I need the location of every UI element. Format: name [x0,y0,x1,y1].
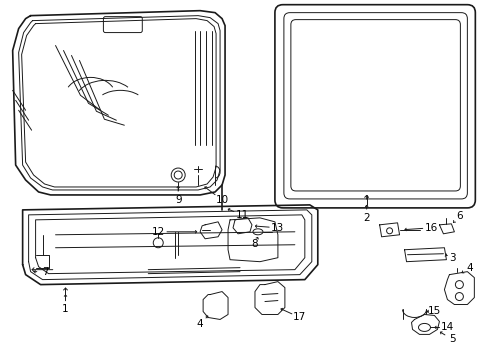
Text: 15: 15 [427,306,440,316]
Text: 13: 13 [271,223,284,233]
FancyBboxPatch shape [103,17,142,32]
Text: 10: 10 [215,195,228,205]
Text: 4: 4 [465,263,472,273]
Text: 6: 6 [455,211,462,221]
Text: 17: 17 [293,312,306,323]
FancyBboxPatch shape [274,5,474,208]
Circle shape [171,168,185,182]
Text: 8: 8 [251,239,258,249]
Text: 5: 5 [448,334,455,345]
Text: 3: 3 [448,253,455,263]
Text: 16: 16 [424,223,437,233]
Text: 4: 4 [196,319,203,329]
Circle shape [153,238,163,248]
Circle shape [454,293,463,301]
Text: 14: 14 [440,323,453,332]
Text: 1: 1 [62,305,69,315]
Text: 9: 9 [175,195,181,205]
Text: 7: 7 [42,267,49,276]
Text: 12: 12 [151,227,164,237]
Circle shape [386,228,392,234]
Circle shape [454,280,463,289]
Text: 2: 2 [363,213,369,223]
Text: 11: 11 [235,210,248,220]
